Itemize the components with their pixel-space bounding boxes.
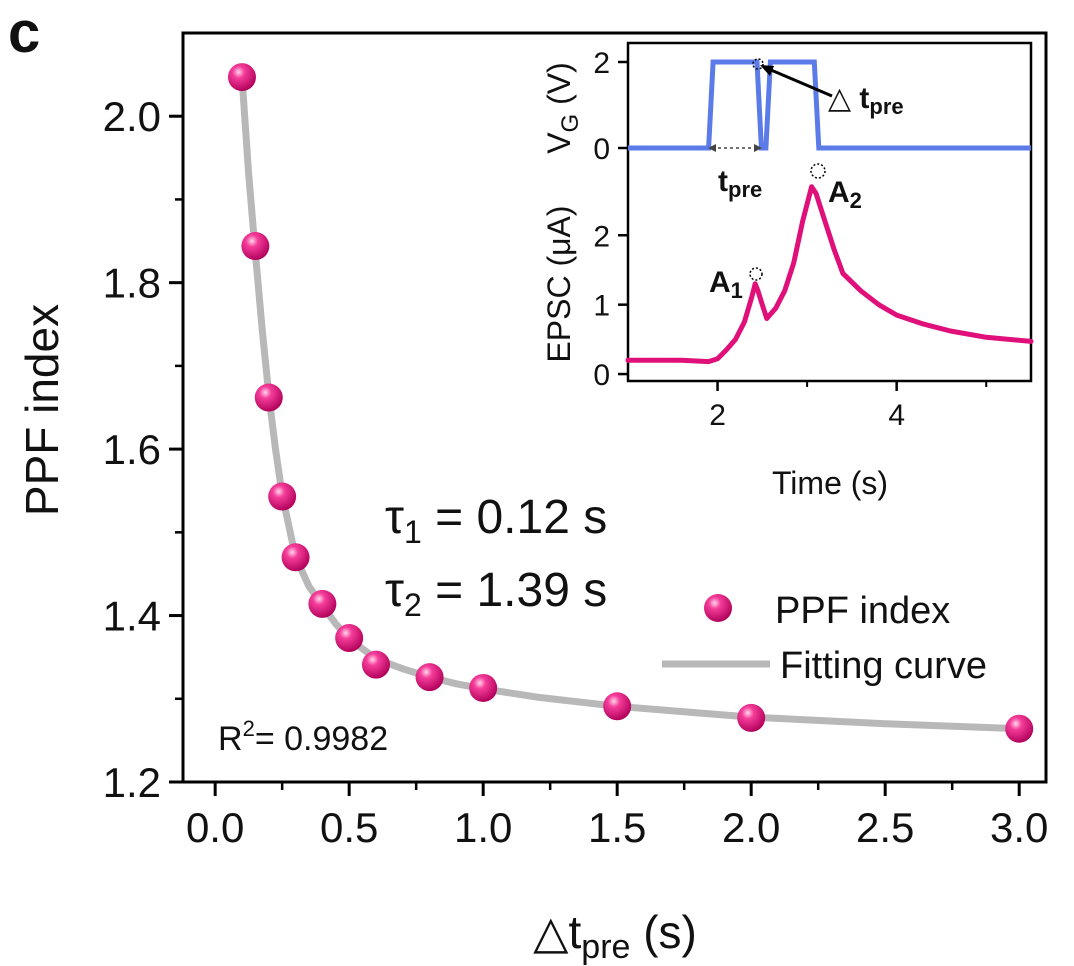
- x-tick-label: 1.0: [454, 804, 512, 851]
- tau2-value: = 1.39 s: [422, 564, 607, 617]
- ppf-point: [469, 673, 498, 702]
- x-axis-title-sub: pre: [581, 928, 630, 966]
- a2-peak-circle: [810, 163, 826, 179]
- t-pre-arrowhead-left: [708, 144, 716, 152]
- vg-title-unit: (V): [541, 62, 577, 114]
- tau1-value: = 0.12 s: [422, 491, 607, 544]
- ppf-point: [308, 589, 337, 618]
- x-tick-label: 1.5: [588, 804, 646, 851]
- inset-epsc-axis-title: EPSC (μA): [541, 205, 577, 362]
- a2-base: A: [828, 176, 850, 209]
- x-axis-title-unit: (s): [630, 906, 696, 958]
- main-y-ticks: 1.2 1.4 1.6 1.8 2.0: [103, 93, 183, 806]
- main-x-ticks: 0.0 0.5 1.0 1.5 2.0 2.5 3.0: [186, 782, 1048, 851]
- inset-vg-line: [628, 59, 1031, 151]
- inset-vg-axis-title: VG (V): [541, 62, 584, 154]
- inset-x-tick-label: 4: [888, 399, 905, 432]
- a1-sub: 1: [731, 278, 743, 303]
- r2-base: R: [218, 720, 243, 758]
- dt-pre-arrow: [763, 65, 833, 98]
- ppf-point: [241, 232, 270, 261]
- legend-ppf-marker: [704, 594, 732, 622]
- ppf-point: [335, 624, 364, 653]
- ppf-point: [227, 63, 256, 92]
- inset-epsc-y-ticks: 0 1 2: [593, 220, 628, 392]
- tau1-annotation: τ1 = 0.12 s: [385, 491, 607, 550]
- r-squared-annotation: R2= 0.9982: [218, 716, 388, 758]
- dt-pre-sub: pre: [869, 94, 903, 119]
- ppf-point: [361, 650, 390, 679]
- inset-vg-tick-label: 0: [593, 133, 610, 166]
- t-pre-sub: pre: [728, 177, 762, 202]
- inset-epsc-tick-label: 1: [593, 290, 610, 323]
- ppf-point: [603, 692, 632, 721]
- t-pre-base: t: [718, 165, 728, 198]
- y-tick-label: 1.6: [103, 426, 161, 473]
- a1-label: A1: [709, 266, 743, 303]
- t-pre-label: tpre: [718, 165, 762, 202]
- legend-ppf-label: PPF index: [775, 590, 950, 632]
- ppf-point: [281, 543, 310, 572]
- ppf-point: [268, 482, 297, 511]
- r2-sup: 2: [243, 716, 255, 741]
- tau2-symbol: τ: [385, 564, 404, 617]
- y-tick-label: 2.0: [103, 93, 161, 140]
- inset-vg-tick-label: 2: [593, 47, 610, 80]
- inset-epsc-line: [625, 184, 1034, 365]
- inset-plot-frame: [626, 41, 1033, 383]
- x-tick-label: 0.0: [186, 804, 244, 851]
- ppf-point: [737, 703, 766, 732]
- legend-fit-label: Fitting curve: [780, 645, 987, 687]
- vg-title-base: V: [541, 132, 577, 154]
- a2-sub: 2: [850, 188, 862, 213]
- tau1-symbol: τ: [385, 491, 404, 544]
- x-tick-label: 2.5: [856, 804, 914, 851]
- x-axis-title-base: △t: [533, 906, 581, 958]
- inset-epsc-tick-label: 2: [593, 220, 610, 253]
- tau1-sub: 1: [404, 514, 422, 550]
- dt-pre-point-circle: [752, 58, 764, 70]
- x-tick-label: 0.5: [320, 804, 378, 851]
- a1-base: A: [709, 266, 731, 299]
- ppf-points-group: [227, 63, 1034, 743]
- main-y-axis-title: PPF index: [16, 304, 68, 516]
- ppf-point: [254, 383, 283, 412]
- a1-peak-circle: [749, 267, 763, 281]
- dt-pre-marker: [752, 58, 833, 98]
- tau2-annotation: τ2 = 1.39 s: [385, 564, 607, 623]
- panel-label: c: [8, 0, 40, 65]
- inset-x-axis-title: Time (s): [772, 465, 888, 501]
- vg-title-sub: G: [557, 114, 584, 133]
- x-tick-label: 2.0: [722, 804, 780, 851]
- main-plot-frame: [181, 31, 1048, 784]
- inset-x-tick-label: 2: [709, 399, 726, 432]
- y-tick-label: 1.4: [103, 593, 161, 640]
- t-pre-arrowhead-right: [754, 144, 762, 152]
- main-legend: PPF index Fitting curve: [662, 590, 987, 687]
- y-tick-label: 1.8: [103, 260, 161, 307]
- ppf-point: [415, 663, 444, 692]
- dt-pre-base: t: [859, 82, 869, 115]
- r2-value: = 0.9982: [255, 720, 388, 758]
- tau2-sub: 2: [404, 587, 422, 623]
- inset-epsc-tick-label: 0: [593, 359, 610, 392]
- t-pre-marker: [708, 144, 762, 152]
- ppf-point: [1005, 714, 1034, 743]
- inset-vg-y-ticks: 02: [593, 47, 628, 166]
- dt-pre-prefix: △: [828, 82, 859, 115]
- dt-pre-arrowhead: [760, 65, 774, 76]
- dt-pre-label: △ tpre: [828, 82, 904, 119]
- a2-label: A2: [828, 176, 862, 213]
- x-tick-label: 3.0: [990, 804, 1048, 851]
- y-tick-label: 1.2: [103, 759, 161, 806]
- main-x-axis-title: △tpre (s): [533, 906, 697, 966]
